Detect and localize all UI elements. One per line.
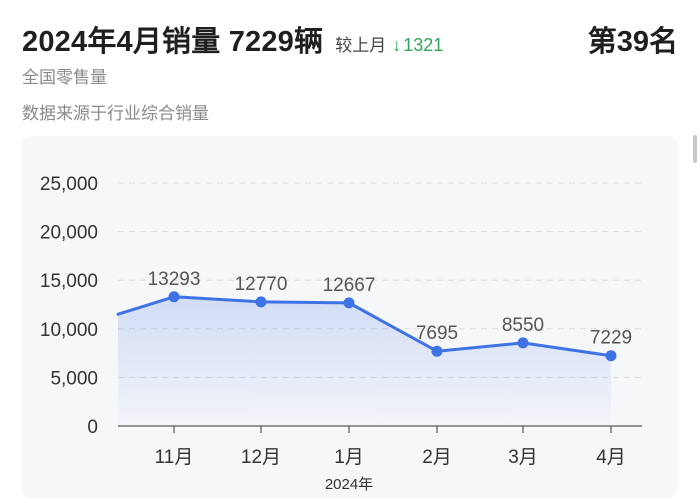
scrollbar-thumb[interactable] xyxy=(693,135,697,163)
data-label: 7229 xyxy=(590,328,632,349)
subtitle: 全国零售量 xyxy=(22,68,107,87)
data-point xyxy=(168,291,180,303)
data-label: 12667 xyxy=(323,275,376,296)
x-tick-label: 1月 xyxy=(334,447,364,468)
month-comparison: 较上月 ↓ 1321 xyxy=(335,31,443,56)
x-tick-label: 3月 xyxy=(508,447,538,468)
data-label: 7695 xyxy=(416,323,458,344)
x-tick-label: 4月 xyxy=(596,447,626,468)
y-tick-label: 10,000 xyxy=(40,320,98,341)
area-fill xyxy=(118,296,611,426)
y-tick-label: 25,000 xyxy=(40,174,98,195)
y-tick-label: 15,000 xyxy=(40,271,98,292)
comparison-value: 1321 xyxy=(403,35,444,55)
data-point xyxy=(517,337,529,349)
down-arrow-icon: ↓ xyxy=(392,35,402,55)
data-label: 13293 xyxy=(148,269,201,290)
data-source-note: 数据来源于行业综合销量 xyxy=(22,104,209,123)
data-label: 8550 xyxy=(502,315,544,336)
x-tick-label: 12月 xyxy=(241,447,281,468)
data-point xyxy=(431,345,443,357)
y-tick-label: 5,000 xyxy=(50,368,98,389)
x-group-label: 2024年 xyxy=(325,476,373,493)
data-point xyxy=(343,297,355,309)
rank-badge: 第39名 xyxy=(587,26,678,58)
x-tick-label: 2月 xyxy=(422,447,452,468)
y-tick-label: 0 xyxy=(87,417,98,438)
x-tick-label: 11月 xyxy=(155,447,194,468)
header-title-row: 2024年4月销量 7229辆 较上月 ↓ 1321 xyxy=(22,18,443,60)
y-tick-label: 20,000 xyxy=(40,223,98,244)
data-point xyxy=(255,296,267,308)
comparison-label: 较上月 xyxy=(335,36,387,55)
data-label: 12770 xyxy=(235,274,288,295)
data-point xyxy=(605,350,617,362)
page-title: 2024年4月销量 7229辆 xyxy=(22,26,324,58)
